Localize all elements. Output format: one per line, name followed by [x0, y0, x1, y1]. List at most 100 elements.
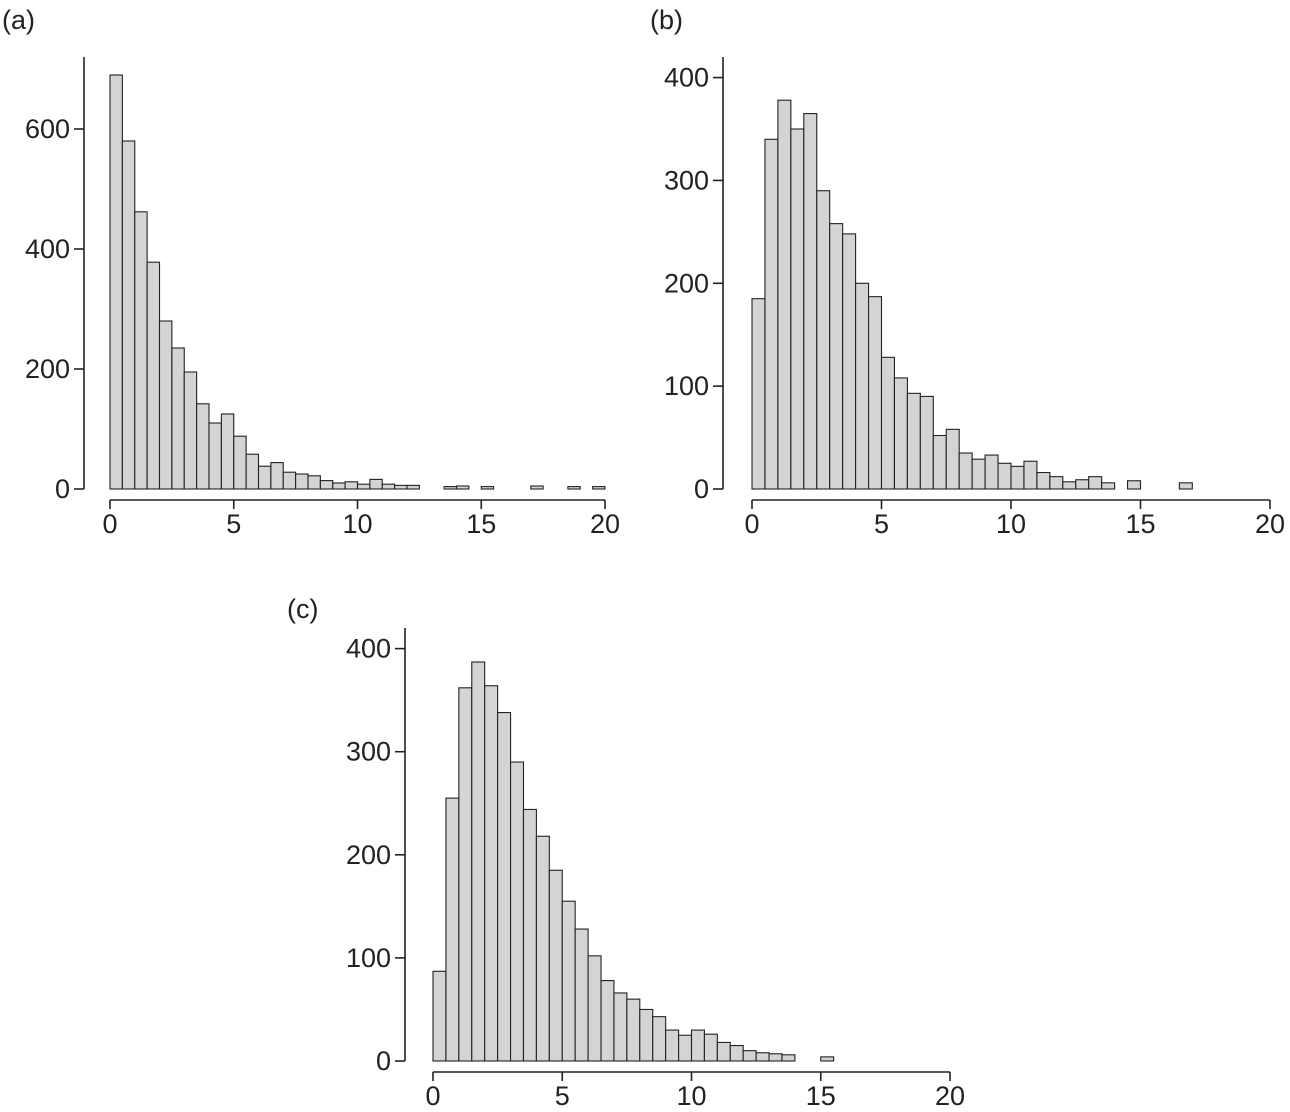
panel-b-bar — [777, 99, 792, 490]
panel-a-bar — [307, 475, 321, 490]
panel-label-b: (b) — [650, 5, 683, 35]
panel-b-bar — [1010, 465, 1025, 490]
panel-label-a: (a) — [2, 5, 35, 35]
panel-c-x-tick-label: 20 — [935, 1081, 965, 1111]
panel-c-y-tick-label: 0 — [376, 1046, 391, 1076]
panel-b-bar — [997, 462, 1012, 490]
panel-c-bar — [587, 955, 602, 1062]
panel-b-bars — [751, 99, 1193, 490]
panel-b-bar — [842, 233, 857, 490]
panel-b-y-tick-label: 300 — [664, 165, 709, 195]
panel-c-bar — [561, 900, 576, 1062]
panel-a-bar — [344, 481, 359, 490]
panel-c-bar — [600, 980, 615, 1062]
panel-b-y-tick-label: 0 — [694, 474, 709, 504]
panel-b-x-tick-label: 5 — [874, 509, 889, 539]
panel-c-bar — [781, 1054, 796, 1062]
panel-b-bar — [764, 138, 779, 490]
panel-c-bar — [742, 1050, 757, 1062]
panel-a-y-tick-label: 400 — [25, 234, 70, 264]
panel-b-bar — [1036, 471, 1051, 490]
panel-c-x-tick-label: 0 — [425, 1081, 440, 1111]
panel-c-bar — [729, 1044, 744, 1062]
panel-b-x-tick-label: 20 — [1255, 509, 1285, 539]
panel-a-y-tick-label: 0 — [55, 474, 70, 504]
histogram-panel-b: (b) 0 100 200 300 400 0 5 10 15 20 — [650, 5, 1285, 539]
panel-b-bar — [1127, 480, 1142, 490]
panel-a-bar — [480, 486, 495, 490]
panel-b-bar — [867, 296, 883, 490]
panel-c-x-tick-label: 5 — [555, 1081, 570, 1111]
panel-c-bar — [497, 711, 512, 1062]
panel-b-bar — [790, 128, 805, 490]
panel-a-bar — [530, 485, 544, 490]
panel-b-bar — [984, 454, 999, 490]
panel-b-bar — [829, 223, 844, 490]
panel-b-y-tick-label: 100 — [664, 371, 709, 401]
panel-a-x-tick-label: 20 — [590, 509, 620, 539]
panel-c-bar — [458, 687, 473, 1062]
panel-a-bar — [257, 465, 272, 490]
panel-c-bar — [690, 1029, 705, 1062]
panel-c-y-tick-label: 100 — [346, 943, 391, 973]
panel-c-bar — [652, 1016, 667, 1062]
panel-b-bar — [751, 298, 766, 490]
panel-a-bar — [394, 484, 408, 490]
panel-c-bar — [639, 1008, 654, 1062]
panel-a-bar — [270, 462, 284, 490]
panel-a-bar — [406, 484, 420, 490]
panel-b-bar — [1101, 482, 1116, 490]
panel-label-c: (c) — [287, 594, 318, 624]
panel-c-y-tick-label: 300 — [346, 737, 391, 767]
panel-a-x-tick-label: 5 — [226, 509, 241, 539]
panel-a-bar — [319, 480, 334, 490]
panel-c-bar — [484, 685, 499, 1062]
panel-b-bar — [932, 434, 947, 490]
panel-a-bar — [381, 483, 396, 490]
panel-a-x-tick-label: 0 — [102, 509, 117, 539]
panel-c-bar — [432, 970, 447, 1062]
panel-c-bar — [703, 1033, 718, 1062]
panel-c-bar — [445, 797, 460, 1062]
panel-c-bar — [613, 992, 628, 1062]
panel-c-bar — [820, 1056, 835, 1062]
panel-b-bar — [919, 395, 934, 490]
panel-b-bar — [855, 282, 870, 490]
panel-b-x-tick-label: 15 — [1125, 509, 1155, 539]
panel-a-bar — [196, 403, 210, 490]
panel-a-bar — [356, 483, 371, 490]
panel-a-bar — [121, 140, 136, 490]
panel-c-bar — [509, 761, 525, 1062]
panel-b-bar — [945, 428, 960, 490]
panel-a-bar — [332, 482, 346, 490]
panel-b-x-tick-label: 10 — [996, 509, 1026, 539]
panel-c-bar — [755, 1052, 770, 1062]
panel-b-bar — [1088, 476, 1103, 490]
panel-c-y-tick-label: 400 — [346, 634, 391, 664]
panel-a-bar — [146, 261, 161, 490]
panel-c-x-tick-label: 10 — [676, 1081, 706, 1111]
panel-a-bar — [183, 371, 198, 490]
panel-a-bar — [233, 435, 247, 490]
panel-a-bars — [109, 74, 606, 490]
panel-b-y-tick-label: 400 — [664, 63, 709, 93]
panel-b-bar — [803, 113, 818, 490]
panel-a-bar — [443, 486, 458, 490]
panel-a-y-tick-label: 200 — [25, 354, 70, 384]
panel-c-y-tick-label: 200 — [346, 840, 391, 870]
panel-c-bars — [432, 661, 835, 1062]
panel-b-bar — [893, 377, 908, 490]
panel-a-bar — [567, 486, 581, 490]
panel-a-bar — [134, 211, 148, 490]
panel-c-bar — [678, 1034, 693, 1062]
panel-c-bar — [535, 835, 550, 1062]
panel-a-x-tick-label: 10 — [342, 509, 372, 539]
panel-b-bar — [880, 356, 895, 490]
panel-a-bar — [369, 478, 383, 490]
panel-c-bar — [522, 808, 537, 1062]
panel-c-bar — [626, 998, 641, 1062]
panel-a-y-tick-label: 600 — [25, 114, 70, 144]
panel-b-bar — [906, 392, 921, 490]
histogram-panel-c: (c) 0 100 200 300 400 0 5 10 15 20 — [287, 594, 965, 1111]
